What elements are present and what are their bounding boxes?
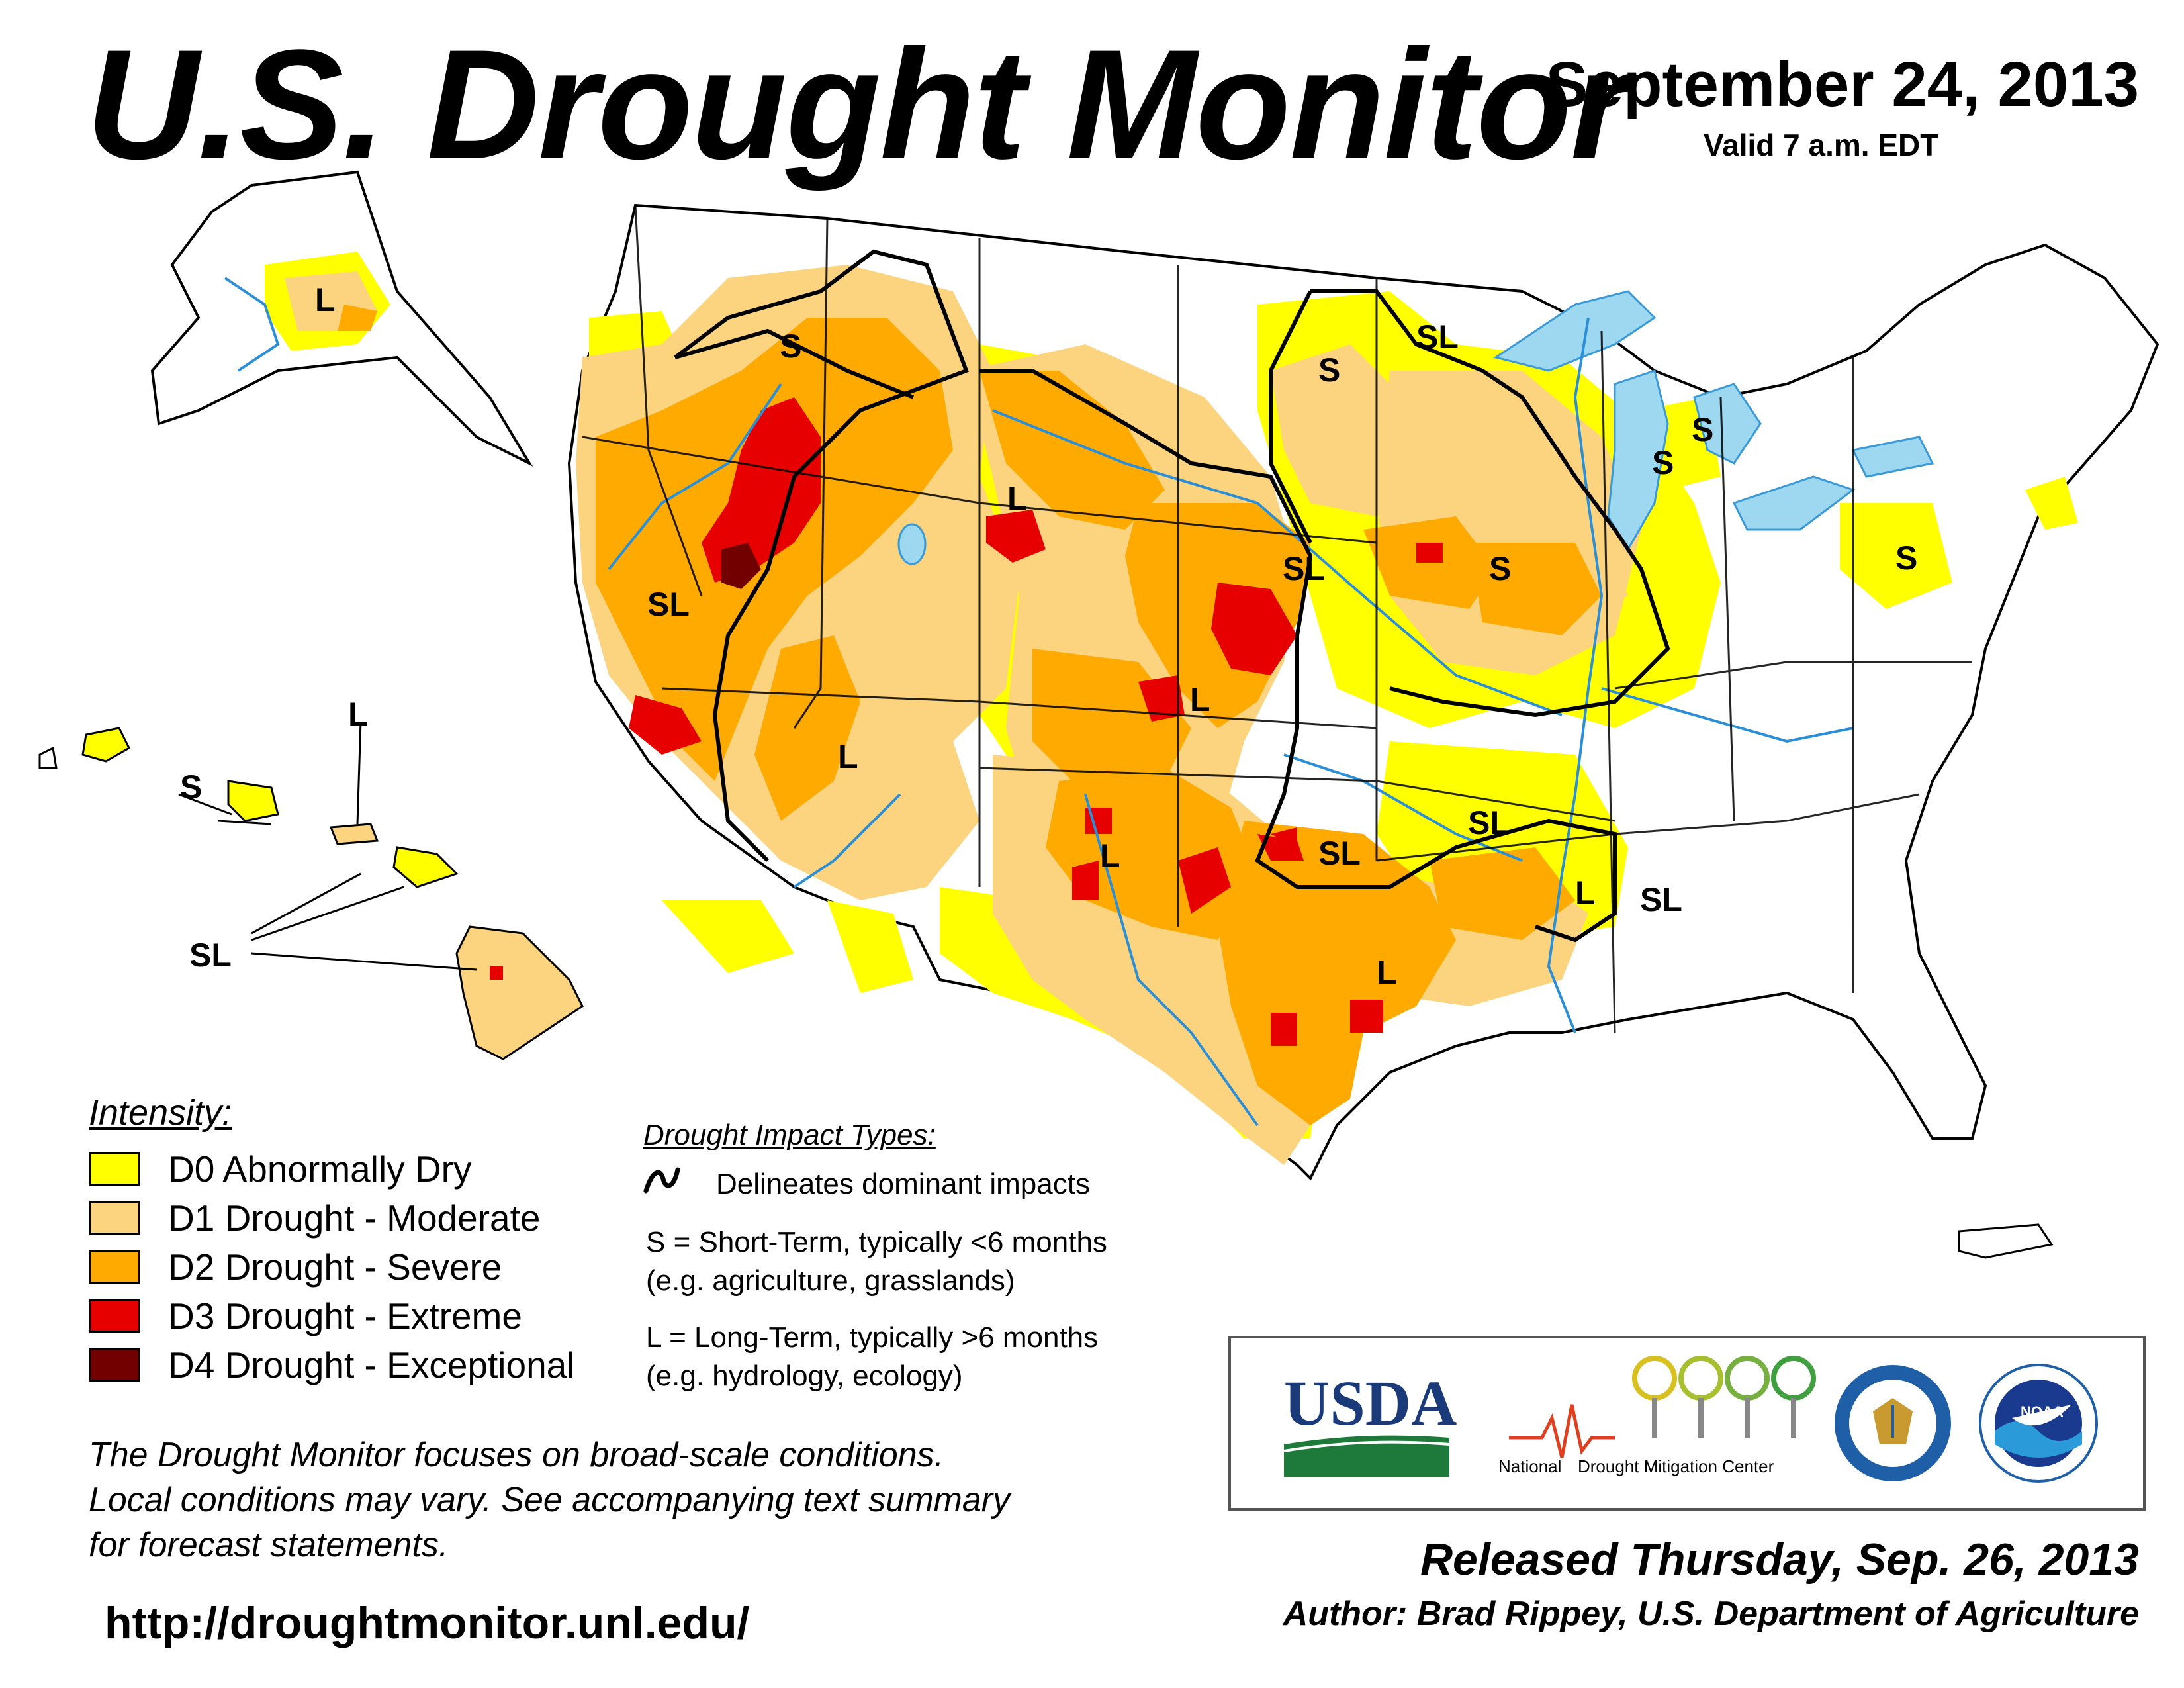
legend-swatch xyxy=(89,1250,140,1284)
impact-label: L xyxy=(1190,681,1210,718)
legend-swatch xyxy=(89,1152,140,1186)
footnote: The Drought Monitor focuses on broad-sca… xyxy=(89,1432,1010,1568)
noaa-logo: NOAA xyxy=(1979,1364,2098,1483)
author: Author: Brad Rippey, U.S. Department of … xyxy=(1283,1595,2139,1633)
usda-logo: USDA xyxy=(1283,1368,1457,1477)
impact-label: S xyxy=(1652,444,1674,481)
delineates-text: Delineates dominant impacts xyxy=(716,1168,1090,1200)
legend-label: D2 Drought - Severe xyxy=(168,1246,502,1288)
legend-item-d0: D0 Abnormally Dry xyxy=(89,1149,471,1189)
impact-label: L xyxy=(838,738,858,775)
impact-label: S xyxy=(1489,550,1511,587)
legend-label: D0 Abnormally Dry xyxy=(168,1148,472,1190)
long-term-example: (e.g. hydrology, ecology) xyxy=(646,1360,963,1392)
impact-label: S xyxy=(1318,352,1340,389)
short-term-text: S = Short-Term, typically <6 months xyxy=(646,1226,1107,1258)
short-term-example: (e.g. agriculture, grasslands) xyxy=(646,1264,1015,1297)
impact-label: L xyxy=(1007,480,1028,517)
impact-label: SL xyxy=(189,937,232,974)
drought-d2-areas xyxy=(596,318,1602,1125)
great-lakes xyxy=(1493,290,1934,551)
great-salt-lake xyxy=(897,523,927,565)
impact-label: L xyxy=(315,281,336,318)
footnote-line: Local conditions may vary. See accompany… xyxy=(89,1481,1011,1519)
state-boundaries xyxy=(582,205,1972,1033)
map-date: September 24, 2013 xyxy=(1545,49,2139,120)
impact-label: S xyxy=(1895,539,1917,577)
svg-text:USDA: USDA xyxy=(1284,1368,1457,1438)
website-link[interactable]: http://droughtmonitor.unl.edu/ xyxy=(105,1598,750,1648)
legend-swatch xyxy=(89,1299,140,1333)
impact-label: SL xyxy=(647,586,690,623)
impact-label: L xyxy=(1100,837,1120,874)
impact-label: S xyxy=(180,769,202,806)
intensity-legend: Intensity: D0 Abnormally Dry D1 Drought … xyxy=(89,1093,574,1383)
impact-label: S xyxy=(780,328,801,365)
department-of-commerce-icon xyxy=(1835,1365,1951,1481)
ndmc-logo: National Drought Mitigation Center xyxy=(1498,1356,1816,1476)
legend-item-d4: D4 Drought - Exceptional xyxy=(89,1345,574,1385)
impact-label: SL xyxy=(1468,804,1510,841)
svg-text:National: National xyxy=(1498,1456,1561,1476)
footnote-line: for forecast statements. xyxy=(89,1526,449,1564)
long-term-text: L = Long-Term, typically >6 months xyxy=(646,1321,1099,1354)
impact-labels: L S S SL S S S L SL S SL L L L SL SL L S… xyxy=(180,281,1917,991)
impact-delineation-lines xyxy=(674,249,1670,943)
legend-label: D3 Drought - Extreme xyxy=(168,1295,522,1336)
legend-label: D1 Drought - Moderate xyxy=(168,1197,541,1239)
impact-types-title: Drought Impact Types: xyxy=(643,1119,936,1151)
impact-label: SL xyxy=(1318,835,1361,872)
impact-types-legend: Drought Impact Types: Delineates dominan… xyxy=(643,1119,1212,1391)
valid-time: Valid 7 a.m. EDT xyxy=(1704,128,1939,162)
legend-title: Intensity: xyxy=(89,1093,232,1133)
impact-label: SL xyxy=(1640,881,1682,918)
legend-label: D4 Drought - Exceptional xyxy=(168,1344,575,1385)
legend-item-d2: D2 Drought - Severe xyxy=(89,1247,502,1287)
impact-label: L xyxy=(1575,874,1596,912)
puerto-rico xyxy=(1958,1223,2054,1259)
hawaii xyxy=(38,721,584,1060)
legend-item-d1: D1 Drought - Moderate xyxy=(89,1198,541,1238)
partner-logos: USDA National Drought Mitigation Center xyxy=(1228,1336,2146,1511)
legend-swatch xyxy=(89,1348,140,1382)
impact-label: SL xyxy=(1283,550,1325,587)
page-title: U.S. Drought Monitor xyxy=(86,17,1631,192)
drought-d3-areas xyxy=(629,397,1443,1046)
impact-label: SL xyxy=(1416,318,1459,355)
svg-text:Drought Mitigation Center: Drought Mitigation Center xyxy=(1578,1456,1774,1476)
svg-text:NOAA: NOAA xyxy=(2021,1403,2064,1420)
impact-label: S xyxy=(1692,411,1713,448)
alaska xyxy=(150,170,533,467)
legend-swatch xyxy=(89,1201,140,1235)
footnote-line: The Drought Monitor focuses on broad-sca… xyxy=(89,1436,944,1474)
impact-label: L xyxy=(348,696,369,733)
delineation-line-icon xyxy=(643,1167,680,1194)
drought-d4-areas xyxy=(721,543,761,589)
impact-label: L xyxy=(1377,954,1397,991)
legend-item-d3: D3 Drought - Extreme xyxy=(89,1296,522,1336)
release-date: Released Thursday, Sep. 26, 2013 xyxy=(1420,1534,2139,1585)
